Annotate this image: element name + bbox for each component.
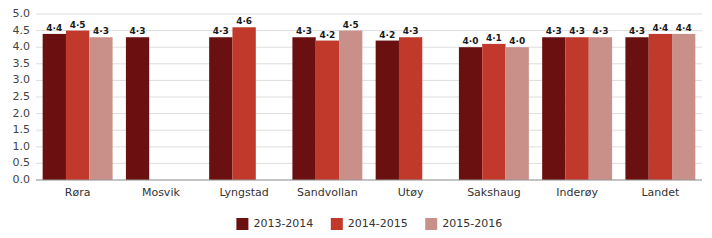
bar (542, 37, 565, 180)
y-tick-label: 1.5 (13, 123, 31, 136)
bar (292, 37, 315, 180)
bar (232, 27, 255, 180)
bar (565, 37, 588, 180)
x-tick-label: Røra (65, 186, 91, 199)
data-label: 4·1 (486, 33, 502, 43)
data-label: 4·3 (629, 26, 645, 36)
x-axis-line (36, 180, 702, 181)
y-tick-label: 4.5 (13, 24, 31, 37)
bar (316, 41, 339, 180)
data-label: 4·3 (546, 26, 562, 36)
x-tick-label: Sandvollan (297, 186, 358, 199)
legend-swatch (236, 218, 248, 230)
data-label: 4·3 (130, 26, 146, 36)
bar (506, 47, 529, 180)
data-labels: 4·4 4·3 4·3 4·3 4·2 4·0 4·3 4·3 4·5 4·6 4·2 4·3 4·1 4… (46, 16, 691, 46)
x-tick-label: Mosvik (142, 186, 181, 199)
bar (339, 31, 362, 180)
data-label: 4·0 (463, 36, 479, 46)
bar (482, 44, 505, 180)
data-label: 4·4 (46, 23, 62, 33)
bar (625, 37, 648, 180)
x-axis: Røra Mosvik Lyngstad Sandvollan Utøy Sakshaug… (36, 180, 702, 199)
bar (376, 41, 399, 180)
bar (66, 31, 89, 180)
x-tick-label: Landet (641, 186, 680, 199)
y-tick-label: 2.5 (13, 90, 31, 103)
bar (43, 34, 66, 180)
y-tick-label: 1.0 (13, 140, 31, 153)
legend-label: 2015-2016 (442, 217, 502, 230)
x-tick-label: Inderøy (556, 186, 598, 199)
y-axis: 0.0 0.5 1.0 1.5 2.0 2.5 3.0 3.5 4.0 4.5 5.0 (13, 7, 31, 186)
grid-line (36, 14, 702, 15)
data-label: 4·0 (509, 36, 525, 46)
legend-label: 2014-2015 (348, 217, 408, 230)
legend-swatch (425, 218, 437, 230)
data-label: 4·2 (379, 30, 395, 40)
data-label: 4·3 (569, 26, 585, 36)
x-tick-label: Sakshaug (467, 186, 521, 199)
y-tick-label: 4.0 (13, 40, 31, 53)
bar (126, 37, 149, 180)
grid (36, 14, 702, 180)
bar (209, 37, 232, 180)
bar (589, 37, 612, 180)
y-tick-label: 3.5 (13, 57, 31, 70)
grid-line (36, 180, 702, 181)
bar (459, 47, 482, 180)
bar (672, 34, 695, 180)
y-tick-label: 0.0 (13, 173, 31, 186)
data-label: 4·4 (652, 23, 668, 33)
data-label: 4·4 (676, 23, 692, 33)
y-tick-label: 5.0 (13, 7, 31, 20)
data-label: 4·3 (592, 26, 608, 36)
data-label: 4·6 (236, 16, 252, 26)
data-label: 4·3 (296, 26, 312, 36)
bars (43, 27, 696, 180)
y-tick-label: 3.0 (13, 73, 31, 86)
data-label: 4·5 (343, 20, 359, 30)
data-label: 4·5 (70, 20, 86, 30)
legend-label: 2013-2014 (253, 217, 313, 230)
legend-swatch (331, 218, 343, 230)
legend: 2013-2014 2014-2015 2015-2016 (236, 217, 502, 230)
x-tick-label: Utøy (398, 186, 424, 199)
data-label: 4·2 (319, 30, 335, 40)
data-label: 4·3 (213, 26, 229, 36)
x-tick-label: Lyngstad (219, 186, 268, 199)
data-label: 4·3 (403, 26, 419, 36)
bar (649, 34, 672, 180)
chart: 0.00.51.01.52.02.53.03.54.04.55.04·44·34… (0, 0, 712, 238)
bar (399, 37, 422, 180)
data-label: 4·3 (93, 26, 109, 36)
bar (89, 37, 112, 180)
y-tick-label: 2.0 (13, 107, 31, 120)
y-tick-label: 0.5 (13, 156, 31, 169)
